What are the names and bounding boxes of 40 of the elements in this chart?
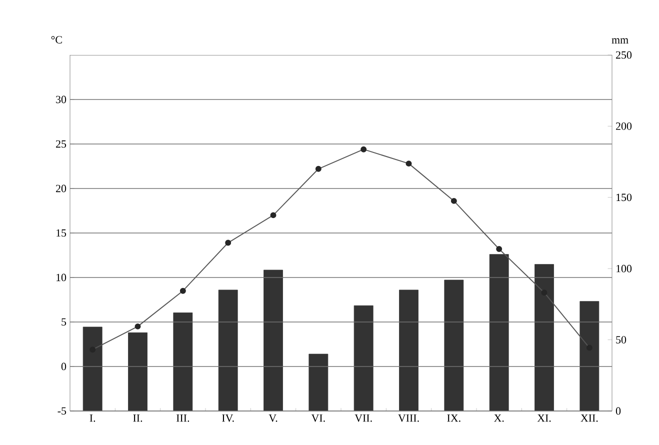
- point: [315, 166, 322, 172]
- point: [450, 198, 457, 204]
- y-tick-label: 10: [56, 274, 66, 282]
- point: [496, 246, 502, 252]
- x-tick-label: XII.: [580, 414, 598, 422]
- x-tick-label: VIII.: [398, 414, 419, 422]
- y-tick-label: 0: [61, 362, 66, 370]
- point: [586, 344, 592, 351]
- x-tick-label: XI.: [537, 414, 551, 422]
- point: [225, 240, 232, 246]
- y2-tick-label: 150: [616, 194, 632, 202]
- y2-tick-label: 50: [616, 336, 626, 344]
- point: [134, 323, 141, 330]
- y-tick-label: 5: [62, 318, 66, 326]
- point: [541, 290, 548, 296]
- y-tick-label: 25: [56, 140, 66, 148]
- y-tick-label: -5: [58, 407, 66, 415]
- x-tick-label: X.: [494, 414, 504, 422]
- point: [180, 288, 186, 294]
- y2-tick-label: 100: [616, 264, 632, 272]
- x-tick-label: VII.: [354, 414, 372, 422]
- y2-tick-label: 200: [616, 122, 632, 130]
- y-tick-label: 20: [56, 184, 66, 192]
- x-tick-label: I.: [90, 414, 96, 422]
- y-axis-title: °C: [51, 36, 62, 44]
- point: [90, 346, 96, 353]
- point: [270, 212, 276, 218]
- x-tick-label: IV.: [222, 414, 234, 422]
- y-tick-label: 15: [56, 229, 66, 237]
- point: [406, 160, 412, 167]
- x-tick-label: V.: [268, 414, 278, 422]
- point: [360, 146, 367, 152]
- y2-axis-title: mm: [612, 38, 628, 44]
- y2-tick-label: 0: [616, 407, 621, 415]
- x-tick-label: VI.: [311, 414, 325, 422]
- x-tick-label: IX.: [447, 414, 460, 422]
- x-tick-label: III.: [176, 414, 190, 422]
- x-tick-label: II.: [133, 414, 142, 422]
- y-tick-label: 30: [56, 96, 66, 104]
- y2-tick-label: 250: [616, 51, 632, 59]
